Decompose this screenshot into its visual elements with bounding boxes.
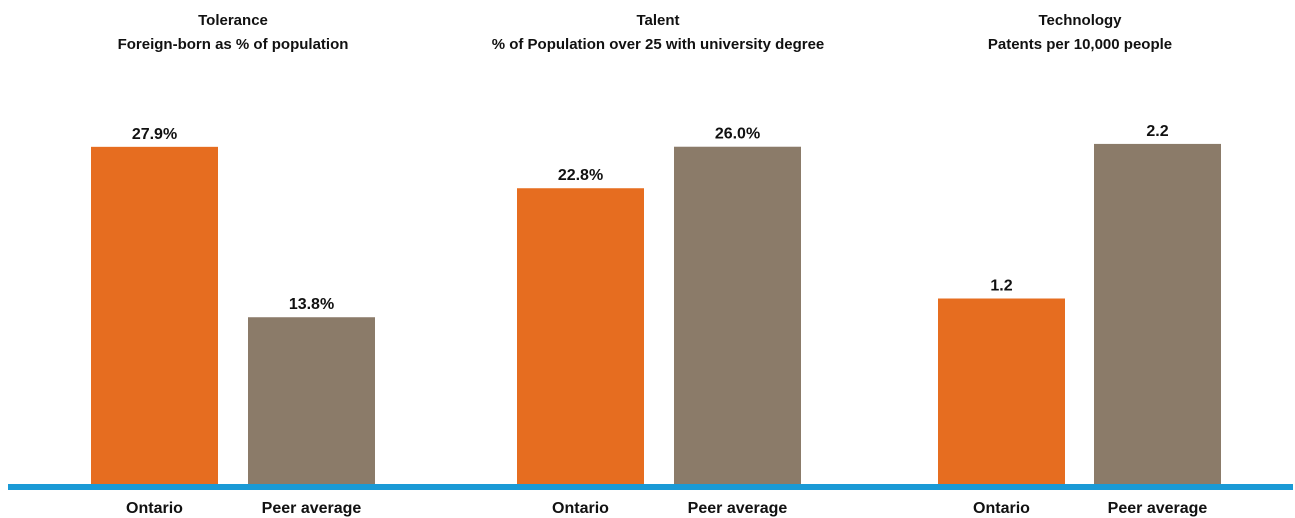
bar-peer-average <box>1094 143 1221 484</box>
baseline <box>8 484 1293 490</box>
category-label: Ontario <box>126 500 183 517</box>
data-label: 2.2 <box>1146 123 1168 140</box>
category-label: Peer average <box>688 500 788 517</box>
chart-title: Technology <box>1038 12 1122 29</box>
bar-ontario <box>938 298 1065 484</box>
category-label: Peer average <box>1108 500 1208 517</box>
category-label: Peer average <box>262 500 362 517</box>
chart-panel-2: Talent % of Population over 25 with unive… <box>492 12 825 517</box>
chart-subtitle: Foreign-born as % of population <box>118 36 349 53</box>
chart-subtitle: Patents per 10,000 people <box>988 36 1172 53</box>
category-label: Ontario <box>552 500 609 517</box>
data-label: 1.2 <box>990 278 1012 295</box>
bar-ontario <box>517 188 644 484</box>
chart-title: Tolerance <box>198 12 268 29</box>
data-label: 26.0% <box>715 126 760 143</box>
bar-peer-average <box>248 317 375 484</box>
bar-ontario <box>91 146 218 484</box>
data-label: 22.8% <box>558 167 603 184</box>
chart-subtitle: % of Population over 25 with university … <box>492 36 825 53</box>
category-label: Ontario <box>973 500 1030 517</box>
data-label: 27.9% <box>132 126 177 143</box>
chart-panel-3: Technology Patents per 10,000 people 1.2 On… <box>938 12 1221 517</box>
chart-panel-1: Tolerance Foreign-born as % of population… <box>91 12 375 517</box>
bar-peer-average <box>674 146 801 484</box>
chart-title: Talent <box>636 12 679 29</box>
data-label: 13.8% <box>289 296 334 313</box>
